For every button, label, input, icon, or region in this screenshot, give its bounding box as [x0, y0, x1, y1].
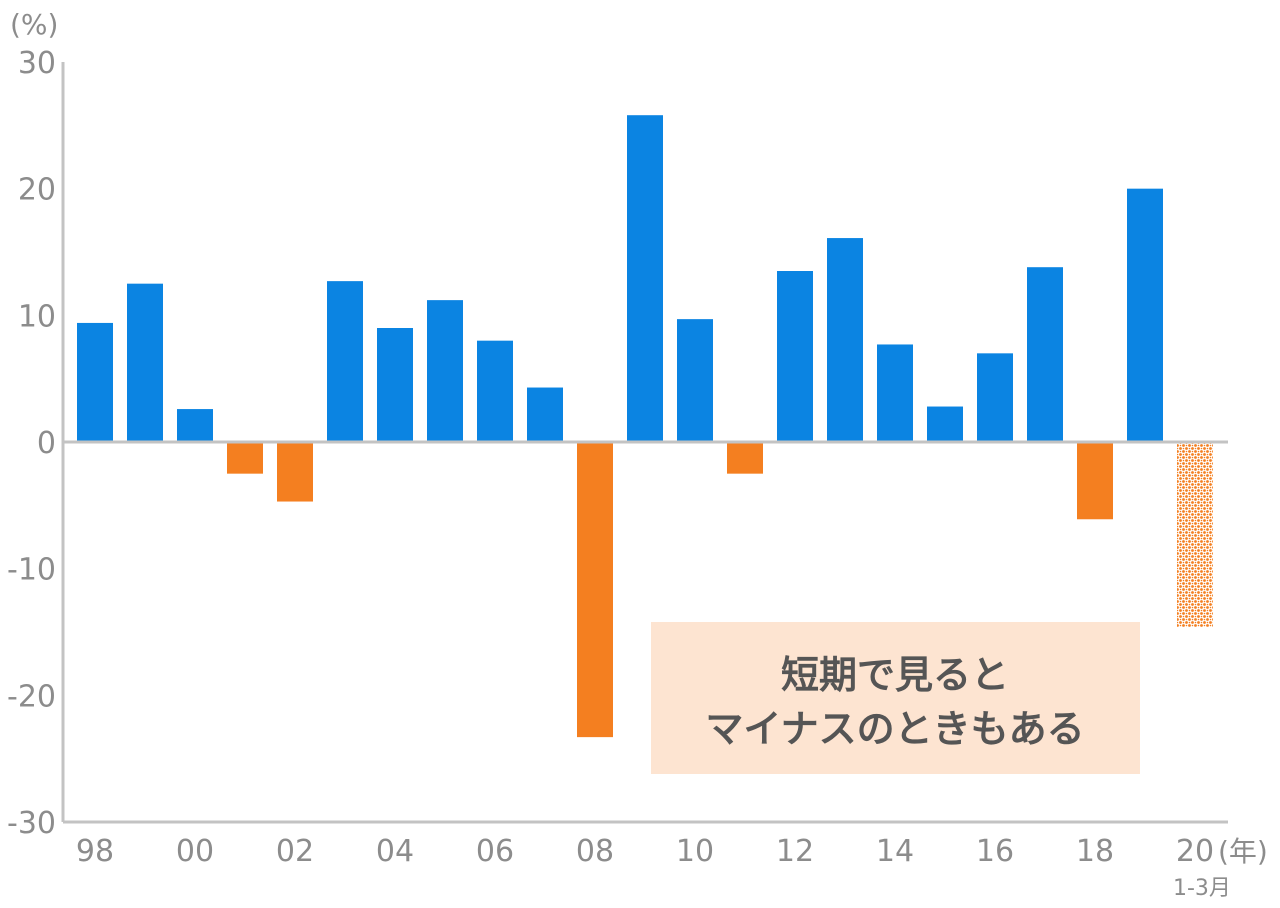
- bar-98: [77, 322, 113, 442]
- bar-19: [1127, 188, 1163, 442]
- x-tick-label: 00: [176, 834, 214, 869]
- bar-10: [677, 319, 713, 442]
- x-tick-label: 08: [576, 834, 614, 869]
- bar-02: [277, 442, 313, 502]
- annotation-background: [651, 622, 1140, 774]
- y-tick-label: 30: [18, 46, 56, 81]
- x-tick-label: 20: [1176, 834, 1214, 869]
- bar-14: [877, 344, 913, 442]
- bar-04: [377, 328, 413, 442]
- x-unit-label: (年): [1218, 835, 1268, 868]
- bar-09: [627, 115, 663, 442]
- x-tick-label: 16: [976, 834, 1014, 869]
- y-tick-label: 20: [18, 173, 56, 208]
- y-tick-label: 0: [37, 426, 56, 461]
- x-tick-label: 18: [1076, 834, 1114, 869]
- x-tick-label: 14: [876, 834, 914, 869]
- x-tick-label: 12: [776, 834, 814, 869]
- bar-17: [1027, 267, 1063, 442]
- annotation-line-2: マイナスのときもある: [705, 707, 1084, 751]
- bar-15: [927, 406, 963, 442]
- y-tick-label: 10: [18, 299, 56, 334]
- x-tick-label: 02: [276, 834, 314, 869]
- x-tick-label: 10: [676, 834, 714, 869]
- last-bar-sublabel: 1-3月: [1173, 876, 1231, 901]
- bar-00: [177, 409, 213, 442]
- bar-20: [1177, 442, 1213, 627]
- bar-06: [477, 340, 513, 442]
- bar-08: [577, 442, 613, 738]
- bar-11: [727, 442, 763, 474]
- bar-07: [527, 387, 563, 442]
- bar-01: [227, 442, 263, 474]
- bar-12: [777, 271, 813, 442]
- bar-99: [127, 283, 163, 442]
- annotation-box: 短期で見ると マイナスのときもある: [651, 622, 1140, 774]
- bar-18: [1077, 442, 1113, 520]
- y-tick-label: -20: [7, 679, 56, 714]
- bar-16: [977, 353, 1013, 442]
- annotation-line-1: 短期で見ると: [781, 653, 1009, 697]
- bar-03: [327, 281, 363, 442]
- x-tick-label: 98: [76, 834, 114, 869]
- y-unit-label: (%): [10, 8, 58, 41]
- y-tick-label: -30: [7, 806, 56, 841]
- bar-13: [827, 238, 863, 442]
- x-tick-label: 04: [376, 834, 414, 869]
- y-tick-label: -10: [7, 553, 56, 588]
- x-tick-label: 06: [476, 834, 514, 869]
- bar-05: [427, 300, 463, 442]
